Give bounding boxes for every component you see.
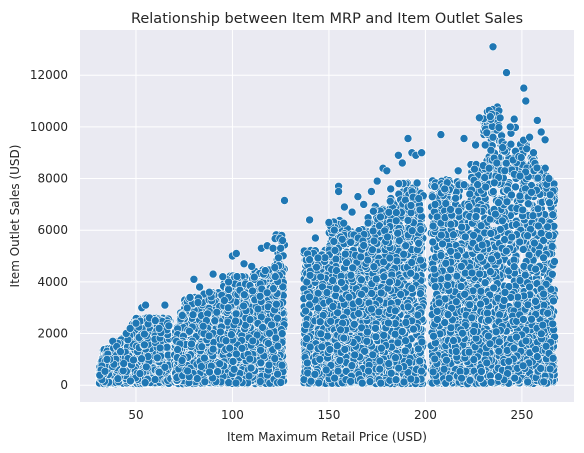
scatter-point [227,330,236,339]
scatter-point [231,309,241,319]
scatter-point [264,360,274,370]
scatter-point [119,359,128,368]
scatter-point [248,336,258,346]
scatter-point [262,288,272,298]
scatter-point [208,344,218,354]
scatter-point [154,367,164,377]
scatter-point [198,321,208,331]
scatter-point [255,377,265,386]
scatter-point [212,307,222,317]
scatter-point [188,310,198,320]
scatter-point [185,326,194,336]
scatter-point [193,298,203,307]
scatter-point [150,375,160,384]
scatter-point [255,291,265,301]
scatter-point [276,378,286,387]
scatter-point [200,353,209,363]
scatter-point [273,313,282,323]
scatter-point [140,340,149,350]
scatter-point [270,272,280,281]
scatter-point [204,331,214,341]
scatter-point [100,366,110,376]
scatter-point [240,290,249,300]
scatter-point [256,358,266,368]
scatter-point [213,367,222,376]
scatter-point [272,299,281,309]
scatter-point [229,364,239,374]
scatter-point [135,369,145,378]
scatter-point [187,339,196,349]
scatter-point [412,178,422,188]
scatter-point [200,377,210,387]
scatter-point [267,320,276,330]
scatter-point [205,367,214,377]
scatter-point [155,343,165,353]
scatter-point [246,363,256,373]
scatter-point [264,339,273,348]
scatter-point [273,369,282,379]
scatter-point [253,304,263,314]
scatter-point [256,345,265,355]
scatter-point [224,285,233,294]
scatter-point [140,329,149,339]
scatter-point [129,355,138,365]
scatter-point [113,374,123,384]
scatter-point [173,345,182,354]
scatter-point [258,323,267,332]
scatter-point [220,296,229,305]
scatter-point [197,362,206,371]
scatter-point [223,303,233,313]
scatter-point [270,263,280,272]
scatter-point [277,329,287,338]
scatter-point [245,354,255,364]
scatter-point [273,341,283,351]
data-points [95,42,560,389]
scatter-point [215,359,224,369]
scatter-point [274,253,283,263]
scatter-point [239,301,248,311]
scatter-point [250,272,259,282]
scatter-point [126,376,135,386]
scatter-point [248,286,257,296]
scatter-point [140,378,150,387]
scatter-point [153,353,162,363]
scatter-point [183,366,192,376]
scatter-point [231,316,240,326]
scatter-point [270,354,280,363]
scatter-point [244,371,254,381]
scatter-point [228,357,238,366]
scatter-point [225,343,234,353]
scatter-point [210,316,220,326]
scatter-point [224,378,233,387]
scatter-point [231,378,241,388]
scatter-point [142,362,151,372]
scatter-point [197,342,207,352]
scatter-point [193,374,202,383]
scatter-point [260,266,270,275]
scatter-point [137,354,146,364]
scatter-point [237,343,247,353]
scatter-point [182,303,192,313]
scatter-point [232,272,242,281]
scatter-point [118,366,128,376]
scatter-point [245,315,255,324]
scatter-point [277,360,287,370]
scatter-point [177,356,187,365]
